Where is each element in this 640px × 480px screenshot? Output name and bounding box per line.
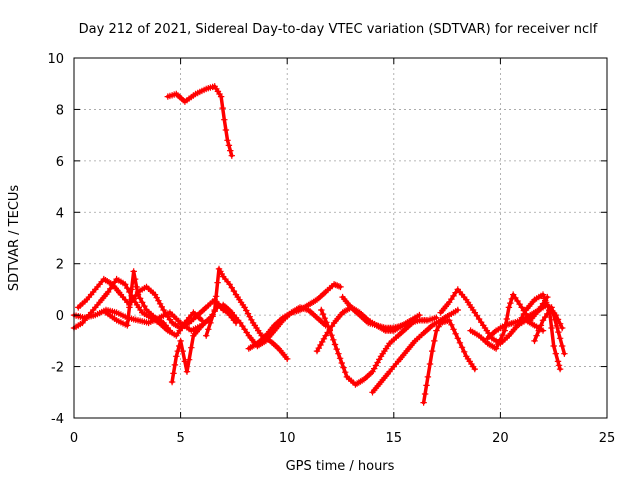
series-arc-3	[75, 275, 227, 332]
y-tick-label-6: 8	[56, 103, 64, 118]
series-arc-14	[339, 293, 440, 332]
series-arc-9	[245, 281, 344, 352]
axis-ticks: 0 5 10 15 20 25 -4 -2 0 2 4 6 8 10	[47, 52, 615, 446]
x-tick-label-4: 20	[492, 431, 509, 446]
series-arc-7	[203, 265, 291, 363]
x-tick-label-5: 25	[599, 431, 616, 446]
series-markers-arc-10	[318, 306, 419, 388]
series-markers-arc-9	[245, 281, 344, 352]
series-arc-1	[164, 83, 235, 159]
y-tick-label-3: 2	[56, 258, 64, 273]
data-series	[70, 83, 568, 406]
series-markers-arc-1	[164, 83, 235, 159]
x-tick-label-1: 5	[176, 431, 184, 446]
x-tick-label-0: 0	[70, 431, 78, 446]
y-axis-label: SDTVAR / TECUs	[7, 185, 22, 292]
series-markers-arc-13	[420, 317, 478, 406]
series-arc-13	[420, 317, 478, 406]
series-markers-arc-3	[75, 275, 227, 332]
series-markers-arc-19	[531, 304, 568, 357]
series-arc-12	[369, 306, 461, 396]
series-arc-10	[318, 306, 419, 388]
series-arc-19	[531, 304, 568, 357]
series-arc-6	[168, 301, 240, 386]
x-axis-label: GPS time / hours	[286, 459, 395, 474]
series-markers-arc-5	[102, 268, 174, 334]
series-markers-arc-7	[203, 265, 291, 363]
chart-title: Day 212 of 2021, Sidereal Day-to-day VTE…	[79, 22, 598, 37]
y-tick-label-0: -4	[51, 412, 64, 427]
y-tick-label-1: -2	[51, 361, 64, 376]
series-arc-5	[102, 268, 174, 334]
series-markers-arc-12	[369, 306, 461, 396]
x-tick-label-3: 15	[386, 431, 403, 446]
y-tick-label-2: 0	[56, 309, 64, 324]
series-line-arc-6	[170, 303, 238, 384]
y-tick-label-5: 6	[56, 155, 64, 170]
plot-frame	[73, 57, 608, 419]
y-tick-label-4: 4	[56, 206, 64, 221]
x-tick-label-2: 10	[279, 431, 296, 446]
series-arc-18	[514, 291, 564, 373]
series-markers-arc-18	[514, 291, 564, 373]
y-tick-label-7: 10	[47, 52, 64, 67]
series-markers-arc-14	[339, 293, 440, 332]
